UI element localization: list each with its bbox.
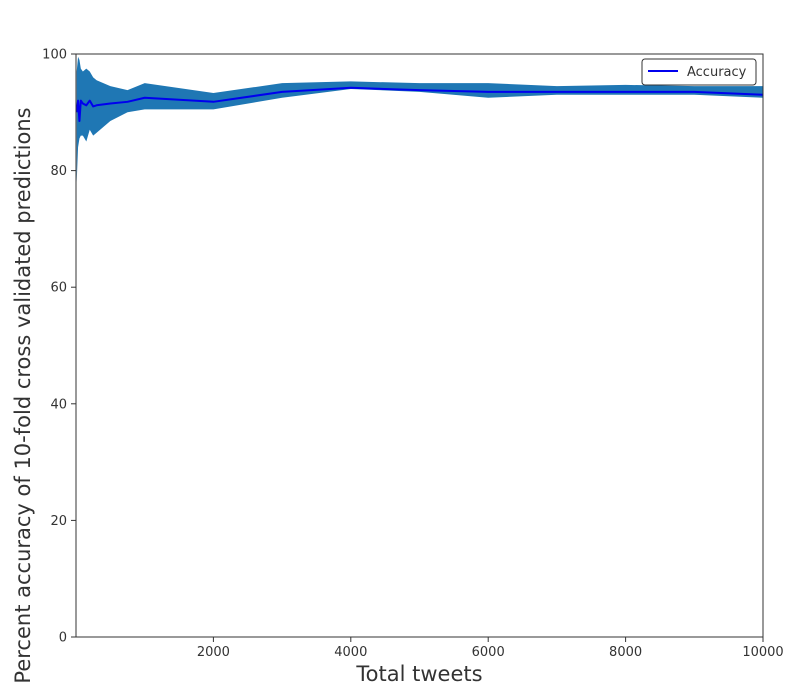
confidence-band-layer — [76, 56, 763, 183]
x-tick-label: 6000 — [472, 645, 505, 660]
x-axis-ticks: 2000 4000 6000 8000 10000 — [197, 637, 784, 660]
confidence-band — [76, 56, 763, 183]
x-tick-label: 2000 — [197, 645, 230, 660]
y-tick-label: 20 — [50, 514, 67, 529]
y-tick-label: 40 — [50, 397, 67, 412]
y-tick-label: 100 — [42, 48, 67, 63]
legend: Accuracy — [641, 58, 757, 86]
y-axis-label: Percent accuracy of 10-fold cross valida… — [11, 107, 35, 683]
legend-box — [641, 58, 757, 86]
x-tick-label: 4000 — [334, 645, 367, 660]
accuracy-line — [75, 86, 764, 123]
x-tick-label: 8000 — [609, 645, 642, 660]
x-axis-label: Total tweets — [355, 662, 482, 686]
y-tick-label: 80 — [50, 164, 67, 179]
y-tick-label: 60 — [50, 281, 67, 296]
accuracy-line-layer — [75, 86, 764, 123]
axes-frame — [75, 53, 764, 638]
y-tick-label: 0 — [59, 631, 67, 646]
y-axis-ticks: 0 20 40 60 80 100 — [42, 48, 76, 646]
x-tick-label: 10000 — [742, 645, 783, 660]
legend-label-accuracy: Accuracy — [687, 65, 747, 80]
